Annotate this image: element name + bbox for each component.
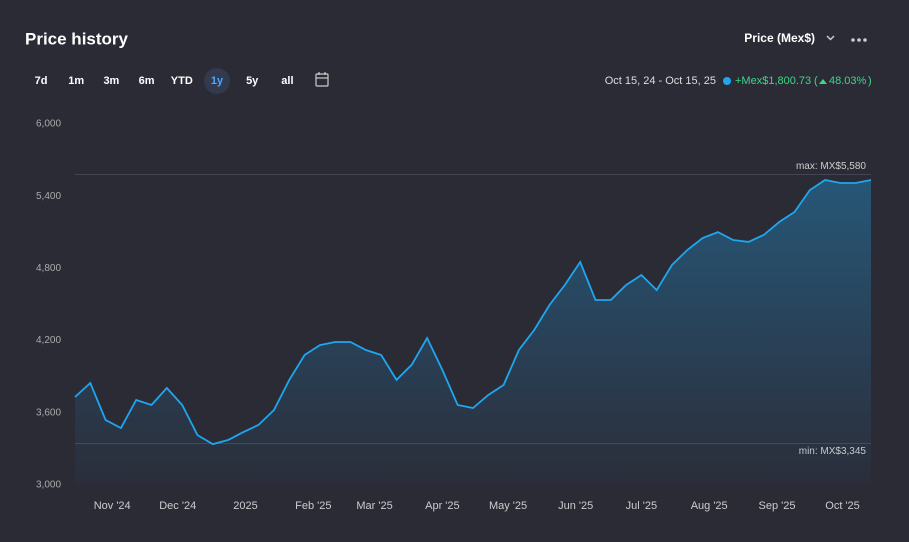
max-line-label: max: MX$5,580: [796, 161, 866, 172]
range-button[interactable]: all: [281, 75, 293, 87]
paren: (: [814, 75, 818, 87]
calendar-icon[interactable]: [315, 72, 329, 87]
more-menu[interactable]: [851, 38, 867, 42]
price-selector[interactable]: Price (Mex$): [744, 31, 815, 45]
x-tick-label: May '25: [489, 500, 527, 512]
legend-dot: [723, 77, 731, 85]
y-tick-label: 3,600: [36, 407, 61, 418]
range-button[interactable]: 1y: [211, 75, 224, 87]
x-tick-label: Nov '24: [94, 500, 131, 512]
range-button[interactable]: 6m: [139, 75, 155, 87]
paren: ): [868, 75, 872, 87]
x-tick-label: Mar '25: [356, 500, 392, 512]
change: +Mex$1,800.73: [735, 75, 811, 87]
x-tick-label: Apr '25: [425, 500, 460, 512]
date-range: Oct 15, 24 - Oct 15, 25: [605, 75, 716, 87]
y-tick-label: 5,400: [36, 191, 61, 202]
price-line: [74, 179, 872, 446]
y-tick-label: 6,000: [36, 119, 61, 130]
x-tick-label: Oct '25: [825, 500, 860, 512]
range-button[interactable]: 1m: [68, 75, 84, 87]
range-button[interactable]: 7d: [35, 75, 48, 87]
up-arrow: [819, 79, 827, 84]
y-tick-label: 3,000: [36, 480, 61, 491]
x-tick-label: Sep '25: [759, 500, 796, 512]
range-button[interactable]: 3m: [103, 75, 119, 87]
x-tick-label: Feb '25: [295, 500, 331, 512]
x-tick-label: 2025: [233, 500, 257, 512]
y-tick-label: 4,800: [36, 263, 61, 274]
range-selected-bg: [204, 68, 230, 94]
x-tick-label: Jun '25: [558, 500, 593, 512]
title: Price history: [25, 29, 129, 48]
x-tick-label: Dec '24: [159, 500, 196, 512]
area-fill: [75, 180, 871, 485]
range-button[interactable]: 5y: [246, 75, 259, 87]
change-percent: 48.03%: [829, 75, 867, 87]
x-tick-label: Aug '25: [691, 500, 728, 512]
y-tick-label: 4,200: [36, 335, 61, 346]
chevron[interactable]: [826, 35, 835, 41]
range-button[interactable]: YTD: [171, 75, 193, 87]
x-tick-label: Jul '25: [626, 500, 657, 512]
